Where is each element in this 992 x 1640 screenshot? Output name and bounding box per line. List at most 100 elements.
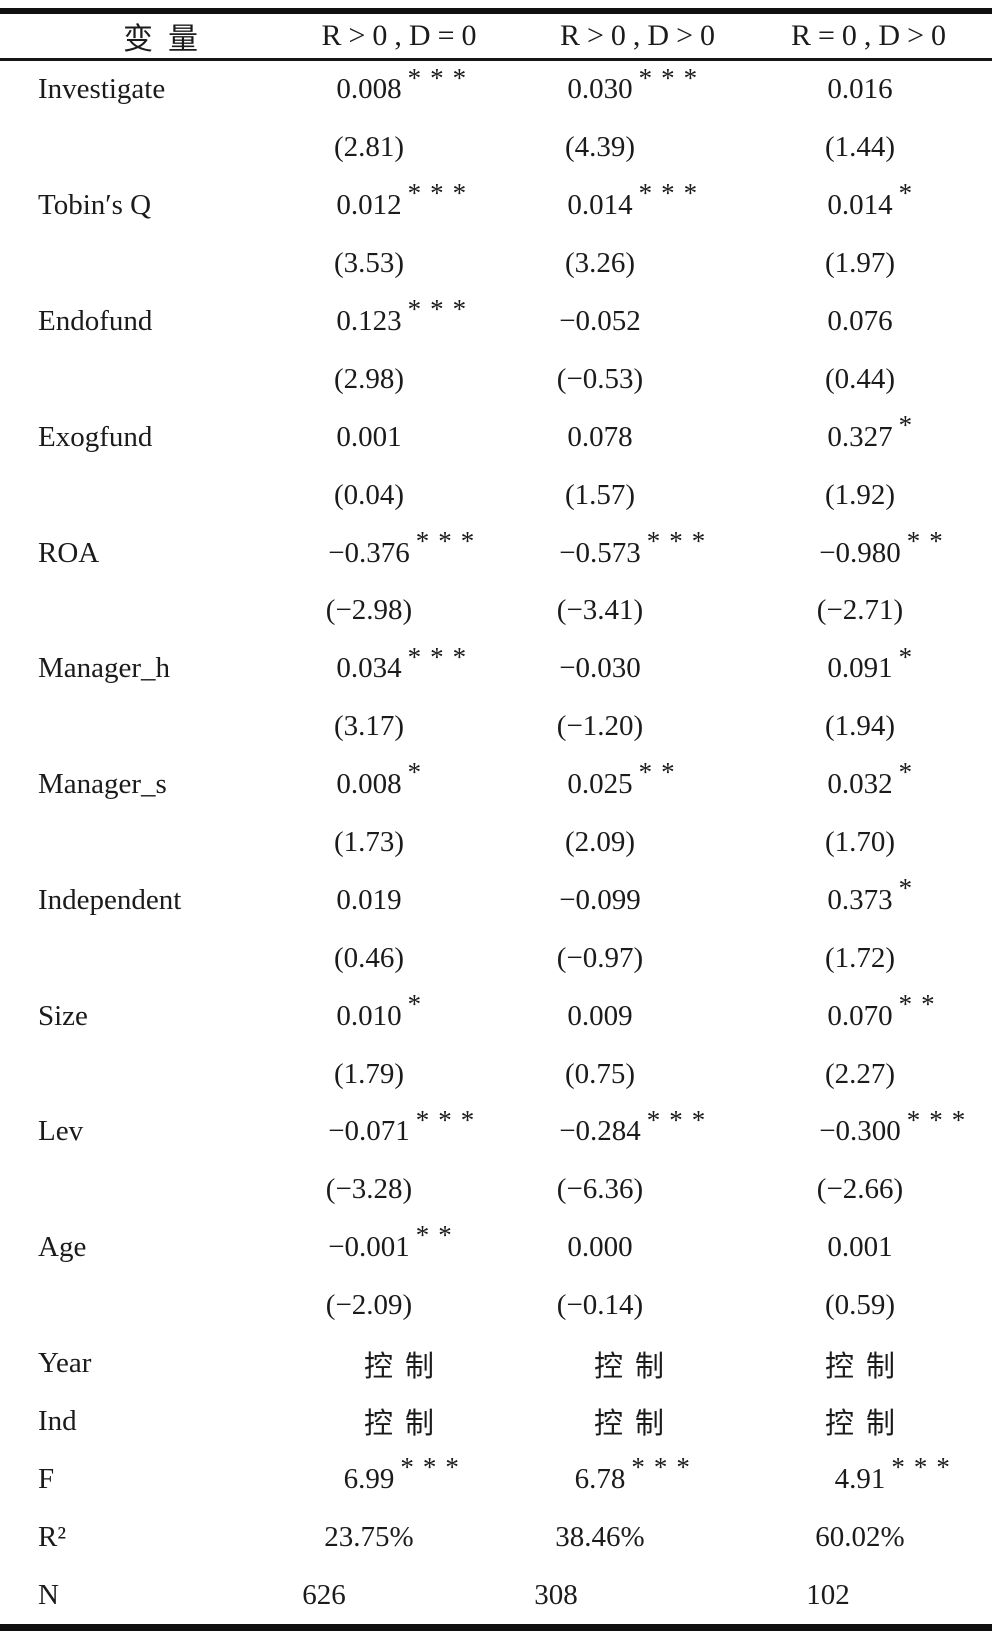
cell-value: (1.72) (824, 941, 896, 974)
significance-stars: *** (646, 1104, 715, 1135)
cell-value: −0.099 (559, 883, 641, 916)
value-cell: 控制 (284, 1400, 514, 1442)
significance-stars: *** (407, 178, 476, 209)
t-stat-cell: (1.97) (744, 247, 976, 280)
t-stat-cell: (0.46) (284, 942, 514, 975)
significance-stars: *** (400, 1452, 468, 1483)
value-cell: 控制 (744, 1400, 976, 1442)
cell-value: (1.57) (564, 478, 636, 511)
cell-value: (1.44) (824, 131, 896, 164)
cell-value: (0.46) (333, 941, 405, 974)
cell-value: −0.284 *** (559, 1104, 715, 1148)
table-row-manager-h: Manager_h 0.034 *** −0.030 0.091 * (0, 640, 992, 698)
cell-value: 0.001 (827, 1231, 893, 1264)
cell-value: 6.78 *** (574, 1452, 699, 1495)
t-stat-cell: (1.70) (744, 826, 976, 859)
t-stat-cell: (1.92) (744, 479, 976, 512)
t-stat-cell: (0.44) (744, 363, 976, 396)
t-stat-cell: (−0.14) (514, 1289, 744, 1322)
table-row-ind: Ind 控制 控制 控制 (0, 1392, 992, 1450)
significance-stars: *** (906, 1104, 975, 1135)
cell-value: (−3.28) (325, 1173, 413, 1206)
value-cell: 0.008 *** (284, 62, 514, 106)
row-label: R² (38, 1520, 67, 1553)
cell-value: −0.001 ** (328, 1220, 461, 1264)
value-cell: −0.980 ** (744, 526, 976, 570)
value-cell: 控制 (514, 1343, 744, 1385)
table-row-independent: Independent 0.019 −0.099 0.373 * (0, 871, 992, 929)
cell-value: (−0.97) (556, 941, 644, 974)
t-stat-cell: (−2.09) (284, 1289, 514, 1322)
value-cell: 0.030 *** (514, 62, 744, 106)
value-cell: 38.46% (514, 1521, 744, 1554)
value-cell: 626 (284, 1579, 514, 1612)
cell-value: 0.000 (567, 1231, 633, 1264)
cell-value: −0.573 *** (559, 525, 715, 569)
column-header-variable: 变量 (123, 23, 213, 56)
table-row-manager-s: Manager_s 0.008 * 0.025 ** 0.032 * (0, 756, 992, 814)
t-stat-cell: (−2.98) (284, 594, 514, 627)
cell-value: 4.91 *** (834, 1452, 959, 1495)
cell-value: (0.44) (824, 362, 896, 395)
cell-value: 0.076 (827, 305, 893, 337)
cell-value: (−0.14) (556, 1289, 644, 1322)
value-cell: 0.012 *** (284, 178, 514, 222)
cell-value: 控制 (824, 1350, 907, 1383)
cell-value: 0.008 * (336, 757, 431, 801)
row-label: F (38, 1462, 55, 1495)
cell-value: (4.39) (564, 131, 636, 164)
row-label: Exogfund (38, 420, 153, 453)
cell-value: (1.70) (824, 826, 896, 859)
value-cell: −0.284 *** (514, 1104, 744, 1148)
value-cell: −0.001 ** (284, 1220, 514, 1264)
t-stat-cell: (2.09) (514, 826, 744, 859)
row-label: Size (38, 999, 88, 1032)
significance-stars: * (407, 988, 431, 1019)
significance-stars: * (407, 757, 431, 788)
significance-stars: *** (407, 62, 476, 93)
cell-value: −0.030 (559, 652, 641, 685)
row-label: Age (38, 1231, 87, 1264)
table-row-lev: Lev −0.071 *** −0.284 *** −0.300 *** (0, 1103, 992, 1161)
cell-value: 0.078 (567, 420, 633, 453)
t-stat-cell: (1.79) (284, 1058, 514, 1091)
table-row-investigate: Investigate 0.008 *** 0.030 *** 0.016 (0, 61, 992, 119)
cell-value: 0.025 ** (567, 757, 684, 801)
table-row-n: N 626 308 102 (0, 1566, 992, 1624)
cell-value: (1.73) (333, 826, 405, 859)
value-cell: 0.000 (514, 1231, 744, 1264)
value-cell: −0.099 (514, 884, 744, 917)
t-stat-cell: (3.17) (284, 710, 514, 743)
cell-value: 控制 (593, 1408, 676, 1441)
column-header-r-gt0-d-eq0: R>0,D=0 (321, 19, 484, 52)
value-cell: −0.052 (514, 305, 744, 338)
table-row-r: R² 23.75% 38.46% 60.02% (0, 1508, 992, 1566)
table-row-endofund: Endofund 0.123 *** −0.052 0.076 (0, 293, 992, 351)
significance-stars: ** (415, 1220, 461, 1251)
value-cell: 0.008 * (284, 757, 514, 801)
cell-value: 0.030 *** (567, 62, 707, 106)
cell-value: (−2.66) (816, 1173, 904, 1206)
cell-value: (2.81) (333, 131, 405, 164)
value-cell: 0.076 (744, 305, 976, 338)
cell-value: (0.04) (333, 478, 405, 511)
significance-stars: *** (631, 1452, 699, 1483)
cell-value: 0.010 * (336, 988, 431, 1032)
cell-value: (2.27) (824, 1057, 896, 1090)
t-stat-cell: (−6.36) (514, 1173, 744, 1206)
cell-value: (1.94) (824, 710, 896, 743)
table-header-row: 变量 R>0,D=0 R>0,D>0 R=0,D>0 (0, 14, 992, 61)
significance-stars: *** (891, 1452, 959, 1483)
cell-value: −0.300 *** (819, 1104, 975, 1148)
cell-value: (−2.98) (325, 594, 413, 627)
row-label: Independent (38, 883, 182, 916)
t-stat-cell: (1.94) (744, 710, 976, 743)
table-row-year: Year 控制 控制 控制 (0, 1335, 992, 1393)
cell-value: 23.75% (324, 1520, 414, 1553)
significance-stars: *** (407, 641, 476, 672)
value-cell: 0.078 (514, 421, 744, 454)
significance-stars: *** (415, 525, 484, 556)
t-stat-cell: (−0.53) (514, 363, 744, 396)
cell-value: 0.008 *** (336, 62, 476, 106)
significance-stars: * (898, 757, 922, 788)
